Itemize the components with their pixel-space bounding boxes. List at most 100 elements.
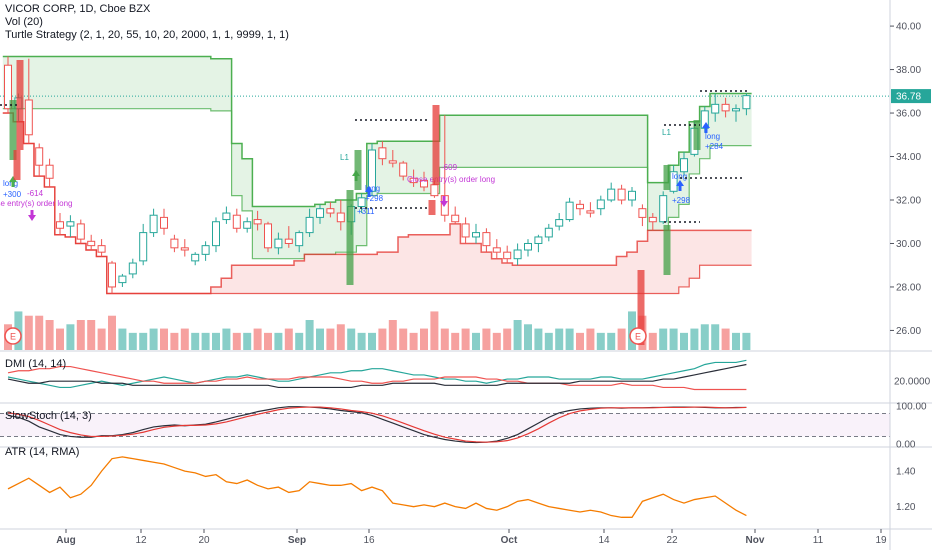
volume-bar bbox=[596, 332, 605, 350]
volume-bar bbox=[711, 324, 720, 350]
candle-body bbox=[711, 103, 720, 114]
volume-bar bbox=[347, 328, 356, 350]
candle-body bbox=[316, 208, 324, 218]
signal-bar bbox=[637, 270, 645, 345]
candle-body bbox=[243, 221, 252, 229]
volume-bar bbox=[742, 332, 751, 350]
stoch-band bbox=[0, 413, 890, 437]
candle-body bbox=[659, 195, 668, 223]
trade-label: +298 bbox=[365, 194, 384, 203]
candle-body bbox=[482, 232, 491, 247]
candle-body bbox=[378, 147, 387, 160]
trade-label: -614 bbox=[27, 189, 44, 198]
volume-bar bbox=[212, 332, 220, 350]
trade-label: +311 bbox=[357, 207, 375, 216]
upper-channel-line bbox=[2, 55, 752, 208]
price-tick-label: 30.00 bbox=[896, 239, 921, 250]
signal-bar bbox=[432, 105, 440, 185]
last-price-label: 36.78 bbox=[896, 92, 921, 103]
candle-body bbox=[87, 240, 96, 247]
candle-body bbox=[409, 177, 418, 184]
trade-label: L1 bbox=[340, 153, 349, 162]
trade-label: long bbox=[3, 179, 18, 188]
volume-bar bbox=[97, 328, 106, 350]
volume-bar bbox=[87, 320, 96, 350]
volume-bar bbox=[492, 332, 501, 350]
candle-body bbox=[45, 164, 54, 179]
legend-volume[interactable]: Vol (20) bbox=[5, 16, 43, 28]
trade-label: Close entry(s) order long bbox=[407, 175, 495, 184]
volume-bar bbox=[472, 332, 480, 350]
candle-body bbox=[388, 160, 397, 164]
volume-bar bbox=[253, 328, 262, 350]
time-tick-label: Oct bbox=[501, 535, 518, 546]
candle-body bbox=[555, 219, 564, 227]
volume-bar bbox=[648, 332, 657, 350]
candle-body bbox=[607, 188, 616, 201]
candle-body bbox=[326, 208, 335, 214]
candle-body bbox=[638, 208, 647, 218]
signal-bar bbox=[16, 60, 24, 150]
candle-body bbox=[24, 99, 33, 136]
trade-label: L1 bbox=[662, 128, 671, 137]
trade-arrow bbox=[676, 180, 684, 191]
volume-bar bbox=[732, 332, 740, 350]
candle-body bbox=[524, 242, 532, 251]
stoch-tick-label: 0.00 bbox=[896, 440, 916, 451]
candle-body bbox=[128, 262, 137, 275]
volume-bar bbox=[700, 324, 709, 350]
volume-bar bbox=[305, 320, 314, 350]
volume-bar bbox=[576, 332, 584, 350]
volume-bar bbox=[555, 328, 564, 350]
candle-body bbox=[295, 232, 304, 247]
volume-bar bbox=[482, 328, 491, 350]
trade-label: long bbox=[365, 184, 380, 193]
volume-bar bbox=[357, 332, 366, 350]
volume-bar bbox=[336, 324, 345, 350]
candle-body bbox=[451, 214, 460, 223]
time-tick-label: 12 bbox=[135, 535, 147, 546]
signal-bar bbox=[693, 120, 701, 150]
candle-body bbox=[732, 108, 740, 112]
green-channel-area bbox=[2, 56, 752, 259]
trade-arrow bbox=[365, 186, 373, 197]
volume-bar bbox=[721, 328, 730, 350]
signal-bar bbox=[9, 100, 17, 160]
legend-symbol[interactable]: VICOR CORP, 1D, Cboe BZX bbox=[5, 3, 151, 15]
candle-body bbox=[97, 245, 106, 253]
candle-body bbox=[118, 275, 127, 284]
time-tick-label: Aug bbox=[56, 535, 75, 546]
candle-body bbox=[253, 219, 262, 225]
price-tick-label: 34.00 bbox=[896, 152, 921, 163]
time-tick-label: 11 bbox=[813, 535, 824, 546]
atr-tick-label: 1.20 bbox=[896, 502, 916, 513]
volume-bar bbox=[201, 332, 210, 350]
earnings-label: E bbox=[635, 332, 641, 342]
legend-strategy[interactable]: Turtle Strategy (2, 1, 20, 55, 10, 20, 2… bbox=[5, 29, 289, 41]
adx-line bbox=[7, 363, 747, 389]
red-channel-area bbox=[2, 113, 752, 294]
dmi-plus-line bbox=[7, 359, 747, 389]
candle-body bbox=[742, 95, 751, 110]
volume-bar bbox=[388, 320, 397, 350]
candle-body bbox=[544, 227, 553, 238]
trade-arrow bbox=[702, 122, 710, 133]
candle-body bbox=[513, 249, 522, 260]
candle-body bbox=[56, 221, 64, 229]
candle-body bbox=[565, 201, 574, 221]
volume-bar bbox=[503, 328, 512, 350]
volume-bar bbox=[607, 332, 616, 350]
legend-stoch[interactable]: SlowStoch (14, 3) bbox=[5, 410, 92, 422]
legend-dmi[interactable]: DMI (14, 14) bbox=[5, 358, 67, 370]
candle-body bbox=[264, 223, 272, 249]
volume-bar bbox=[669, 328, 678, 350]
candle-body bbox=[284, 238, 293, 244]
volume-bar bbox=[659, 328, 668, 350]
candle-body bbox=[170, 238, 179, 249]
volume-bar bbox=[222, 328, 231, 350]
volume-bar bbox=[534, 328, 543, 350]
candle-body bbox=[35, 147, 44, 166]
legend-atr[interactable]: ATR (14, RMA) bbox=[5, 446, 80, 458]
